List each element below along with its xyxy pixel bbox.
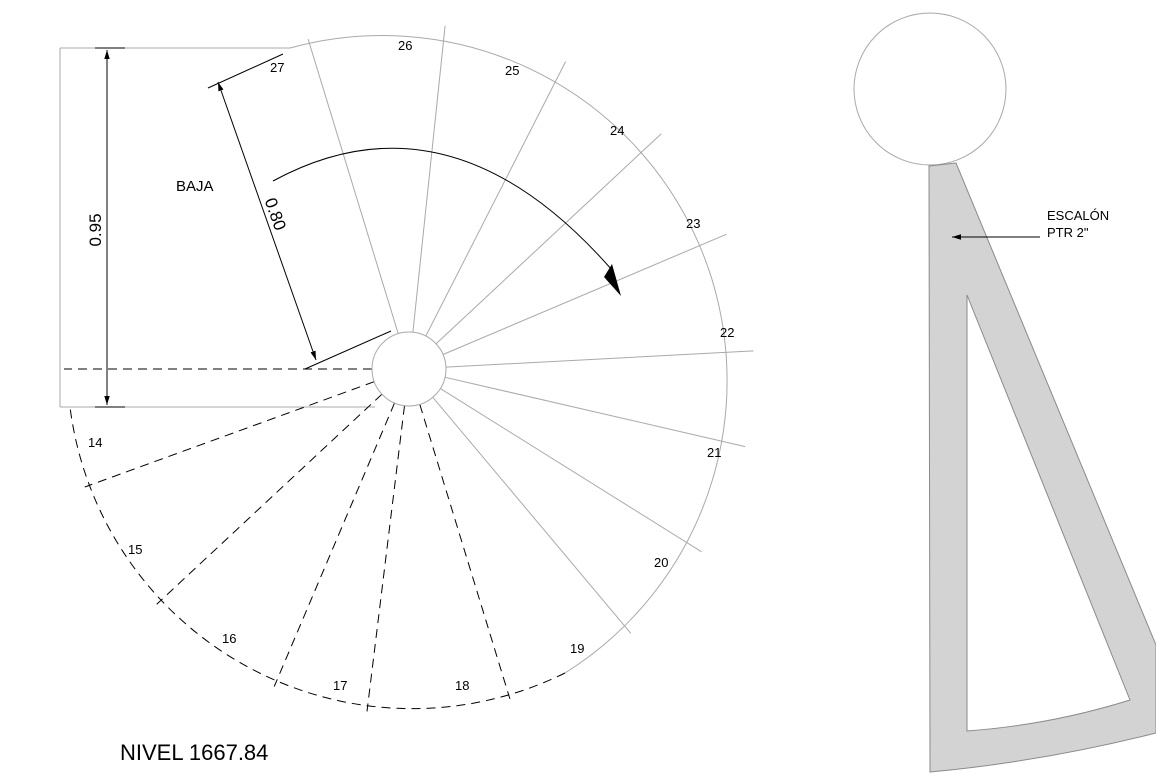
outer-arc-solid: [289, 34, 728, 674]
central-column: [371, 331, 447, 407]
step-detail: ESCALÓN PTR 2": [853, 12, 1156, 773]
step-line: [307, 38, 399, 334]
step-line: [435, 133, 662, 345]
step-number-23: 23: [686, 216, 700, 231]
dimension-tread: 0.80: [207, 53, 392, 370]
step-number-17: 17: [333, 678, 347, 693]
step-line: [440, 388, 702, 553]
stair-plan: 14 15 16 17 18 19 20 21 22 23 24 25 26 27 0.95 0.80 B…: [59, 25, 754, 765]
step-number-15: 15: [128, 542, 142, 557]
step-number-24: 24: [610, 123, 624, 138]
direction-arrow: [272, 147, 613, 271]
step-number-26: 26: [398, 38, 412, 53]
callout-line1: ESCALÓN: [1047, 208, 1109, 223]
dimension-width: 0.95: [86, 47, 125, 408]
step-labels: 14 15 16 17 18 19 20 21 22 23 24 25 26 27: [88, 38, 734, 693]
step-number-18: 18: [455, 678, 469, 693]
step-number-27: 27: [270, 60, 284, 75]
step-line: [84, 381, 375, 488]
level-label: NIVEL 1667.84: [120, 740, 268, 765]
step-line: [273, 402, 395, 687]
step-number-22: 22: [720, 325, 734, 340]
step-number-19: 19: [570, 641, 584, 656]
step-number-21: 21: [707, 445, 721, 460]
outer-arc-dashed: [69, 406, 566, 710]
direction-arrowhead: [604, 264, 621, 296]
step-line: [412, 25, 446, 333]
callout-line2: PTR 2": [1047, 225, 1089, 240]
step-number-20: 20: [654, 555, 668, 570]
step-line: [444, 376, 746, 448]
step-line: [425, 61, 567, 337]
detail-column: [853, 12, 1007, 166]
step-line: [442, 233, 727, 355]
step-line: [445, 350, 754, 368]
step-number-16: 16: [222, 631, 236, 646]
step-number-25: 25: [505, 63, 519, 78]
step-line: [432, 396, 632, 634]
step-number-14: 14: [88, 435, 102, 450]
dimension-width-label: 0.95: [86, 213, 105, 246]
step-lines: [64, 25, 754, 712]
step-line: [419, 404, 511, 700]
step-line: [366, 405, 405, 712]
step-profile: [928, 162, 1156, 773]
direction-label: BAJA: [176, 178, 214, 195]
step-line: [156, 393, 383, 605]
